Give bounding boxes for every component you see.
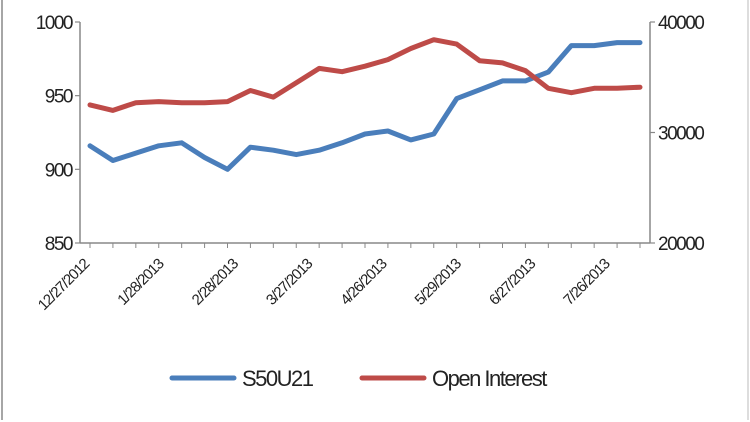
x-tick-label: 2/28/2013: [189, 255, 242, 308]
series-line-s50u21: [87, 40, 643, 172]
x-tick-label: 5/29/2013: [412, 255, 465, 308]
x-tick-label: 7/26/2013: [560, 255, 613, 308]
x-tick-label: 3/27/2013: [263, 255, 316, 308]
y-right-tick-label: 40000: [658, 13, 704, 34]
y-left-tick-label: 950: [45, 87, 73, 108]
x-tick-label: 6/27/2013: [486, 255, 539, 308]
x-tick-label: 1/28/2013: [114, 255, 167, 308]
y-left-tick-label: 900: [45, 160, 73, 181]
plot-area: 850 900 950 1000 20000 30000 40000 12/27/2012 1/…: [35, 13, 706, 391]
y-left-tick-label: 850: [45, 234, 73, 255]
x-tick-label: 12/27/2012: [35, 255, 93, 313]
legend-label-open-interest: Open Interest: [432, 366, 547, 391]
legend-label-s50u21: S50U21: [242, 366, 314, 391]
y-right-tick-label: 30000: [658, 124, 704, 145]
series-line-open-interest: [87, 37, 643, 113]
y-left-tick-label: 1000: [36, 13, 73, 34]
x-tick-label: 4/26/2013: [337, 255, 390, 308]
y-right-tick-label: 20000: [658, 234, 704, 255]
